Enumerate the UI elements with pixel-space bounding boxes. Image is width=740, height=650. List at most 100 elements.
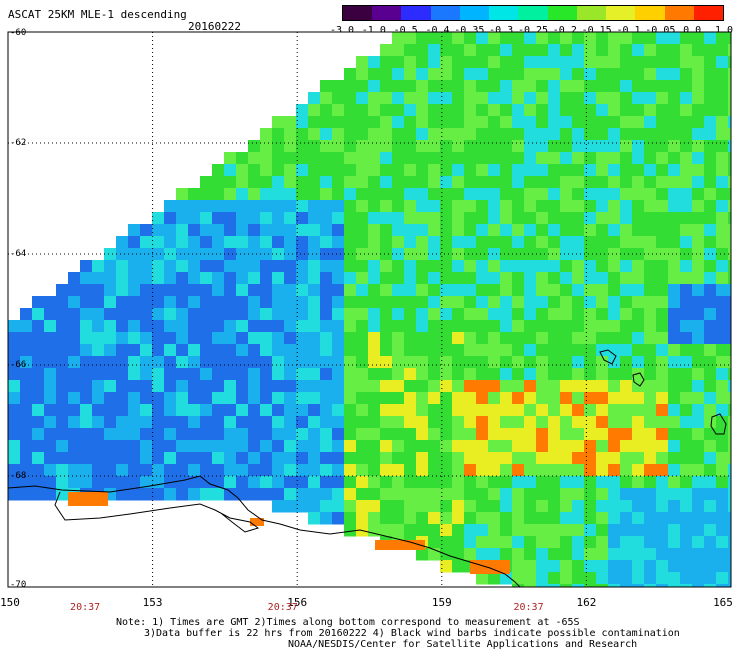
swath-cell: [704, 92, 717, 105]
swath-cell: [620, 68, 633, 81]
swath-cell: [200, 296, 213, 309]
swath-cell: [272, 116, 285, 129]
swath-cell: [524, 464, 537, 477]
swath-cell: [644, 380, 657, 393]
swath-cell: [704, 140, 717, 153]
swath-cell: [656, 188, 669, 201]
swath-cell: [44, 416, 57, 429]
swath-cell: [716, 272, 729, 285]
swath-cell: [356, 452, 369, 465]
swath-cell: [632, 104, 645, 117]
swath-cell: [368, 416, 381, 429]
swath-cell: [632, 248, 645, 261]
swath-cell: [560, 476, 573, 489]
swath-cell: [536, 560, 549, 573]
swath-cell: [332, 416, 345, 429]
swath-cell: [284, 320, 297, 333]
swath-cell: [140, 368, 153, 381]
swath-cell: [188, 224, 201, 237]
swath-cell: [296, 344, 309, 357]
swath-cell: [140, 320, 153, 333]
swath-cell: [260, 440, 273, 453]
pass-time: 20:37: [513, 602, 544, 613]
swath-cell: [296, 152, 309, 165]
swath-cell: [80, 380, 93, 393]
swath-cell: [332, 272, 345, 285]
swath-cell: [56, 452, 69, 465]
swath-cell: [224, 164, 237, 177]
swath-cell: [500, 152, 513, 165]
swath-cell: [416, 476, 429, 489]
swath-cell: [80, 428, 93, 441]
swath-cell: [632, 32, 645, 45]
swath-cell: [572, 116, 585, 129]
swath-cell: [476, 272, 489, 285]
note-line-1: Note: 1) Times are GMT 2)Times along bot…: [116, 617, 580, 628]
swath-cell: [560, 536, 573, 549]
swath-cell: [512, 488, 525, 501]
swath-cell: [440, 92, 453, 105]
swath-cell: [488, 344, 501, 357]
swath-cell: [464, 152, 477, 165]
swath-cell: [44, 368, 57, 381]
swath-cell: [452, 248, 465, 261]
swath-cell: [728, 524, 731, 537]
swath-cell: [656, 572, 669, 585]
swath-cell: [644, 56, 657, 69]
swath-cell: [584, 452, 597, 465]
swath-cell: [488, 296, 501, 309]
swath-cell: [656, 56, 669, 69]
swath-cell: [548, 476, 561, 489]
swath-cell: [704, 104, 717, 117]
swath-cell: [380, 140, 393, 153]
swath-cell: [560, 416, 573, 429]
swath-cell: [260, 368, 273, 381]
swath-cell: [128, 428, 141, 441]
swath-cell: [68, 344, 81, 357]
swath-cell: [428, 128, 441, 141]
swath-cell: [620, 368, 633, 381]
swath-cell: [680, 56, 693, 69]
swath-cell: [296, 296, 309, 309]
swath-cell: [92, 344, 105, 357]
colorbar-swatch: [372, 6, 402, 20]
swath-cell: [32, 404, 45, 417]
swath-cell: [164, 260, 177, 273]
swath-cell: [644, 188, 657, 201]
swath-cell: [728, 128, 731, 141]
swath-cell: [500, 32, 513, 45]
swath-cell: [392, 236, 405, 249]
swath-cell: [572, 284, 585, 297]
swath-cell: [140, 224, 153, 237]
swath-cell: [380, 164, 393, 177]
note-line-3: NOAA/NESDIS/Center for Satellite Applica…: [288, 639, 638, 650]
swath-cell: [572, 416, 585, 429]
swath-cell: [212, 332, 225, 345]
swath-cell: [620, 512, 633, 525]
swath-cell: [524, 392, 537, 405]
swath-cell: [476, 32, 489, 45]
swath-cell: [620, 176, 633, 189]
swath-cell: [728, 356, 731, 369]
swath-cell: [728, 560, 731, 573]
swath-cell: [728, 320, 731, 333]
swath-cell: [272, 416, 285, 429]
swath-cell: [512, 284, 525, 297]
swath-cell: [560, 440, 573, 453]
swath-cell: [632, 572, 645, 585]
swath-cell: [380, 524, 393, 537]
swath-cell: [524, 404, 537, 417]
swath-cell: [212, 392, 225, 405]
swath-cell: [248, 272, 261, 285]
swath-cell: [188, 428, 201, 441]
swath-cell: [44, 332, 57, 345]
swath-cell: [296, 356, 309, 369]
swath-cell: [80, 452, 93, 465]
swath-cell: [728, 308, 731, 321]
swath-cell: [464, 248, 477, 261]
swath-cell: [596, 572, 609, 585]
swath-cell: [620, 104, 633, 117]
swath-cell: [236, 164, 249, 177]
swath-cell: [704, 332, 717, 345]
